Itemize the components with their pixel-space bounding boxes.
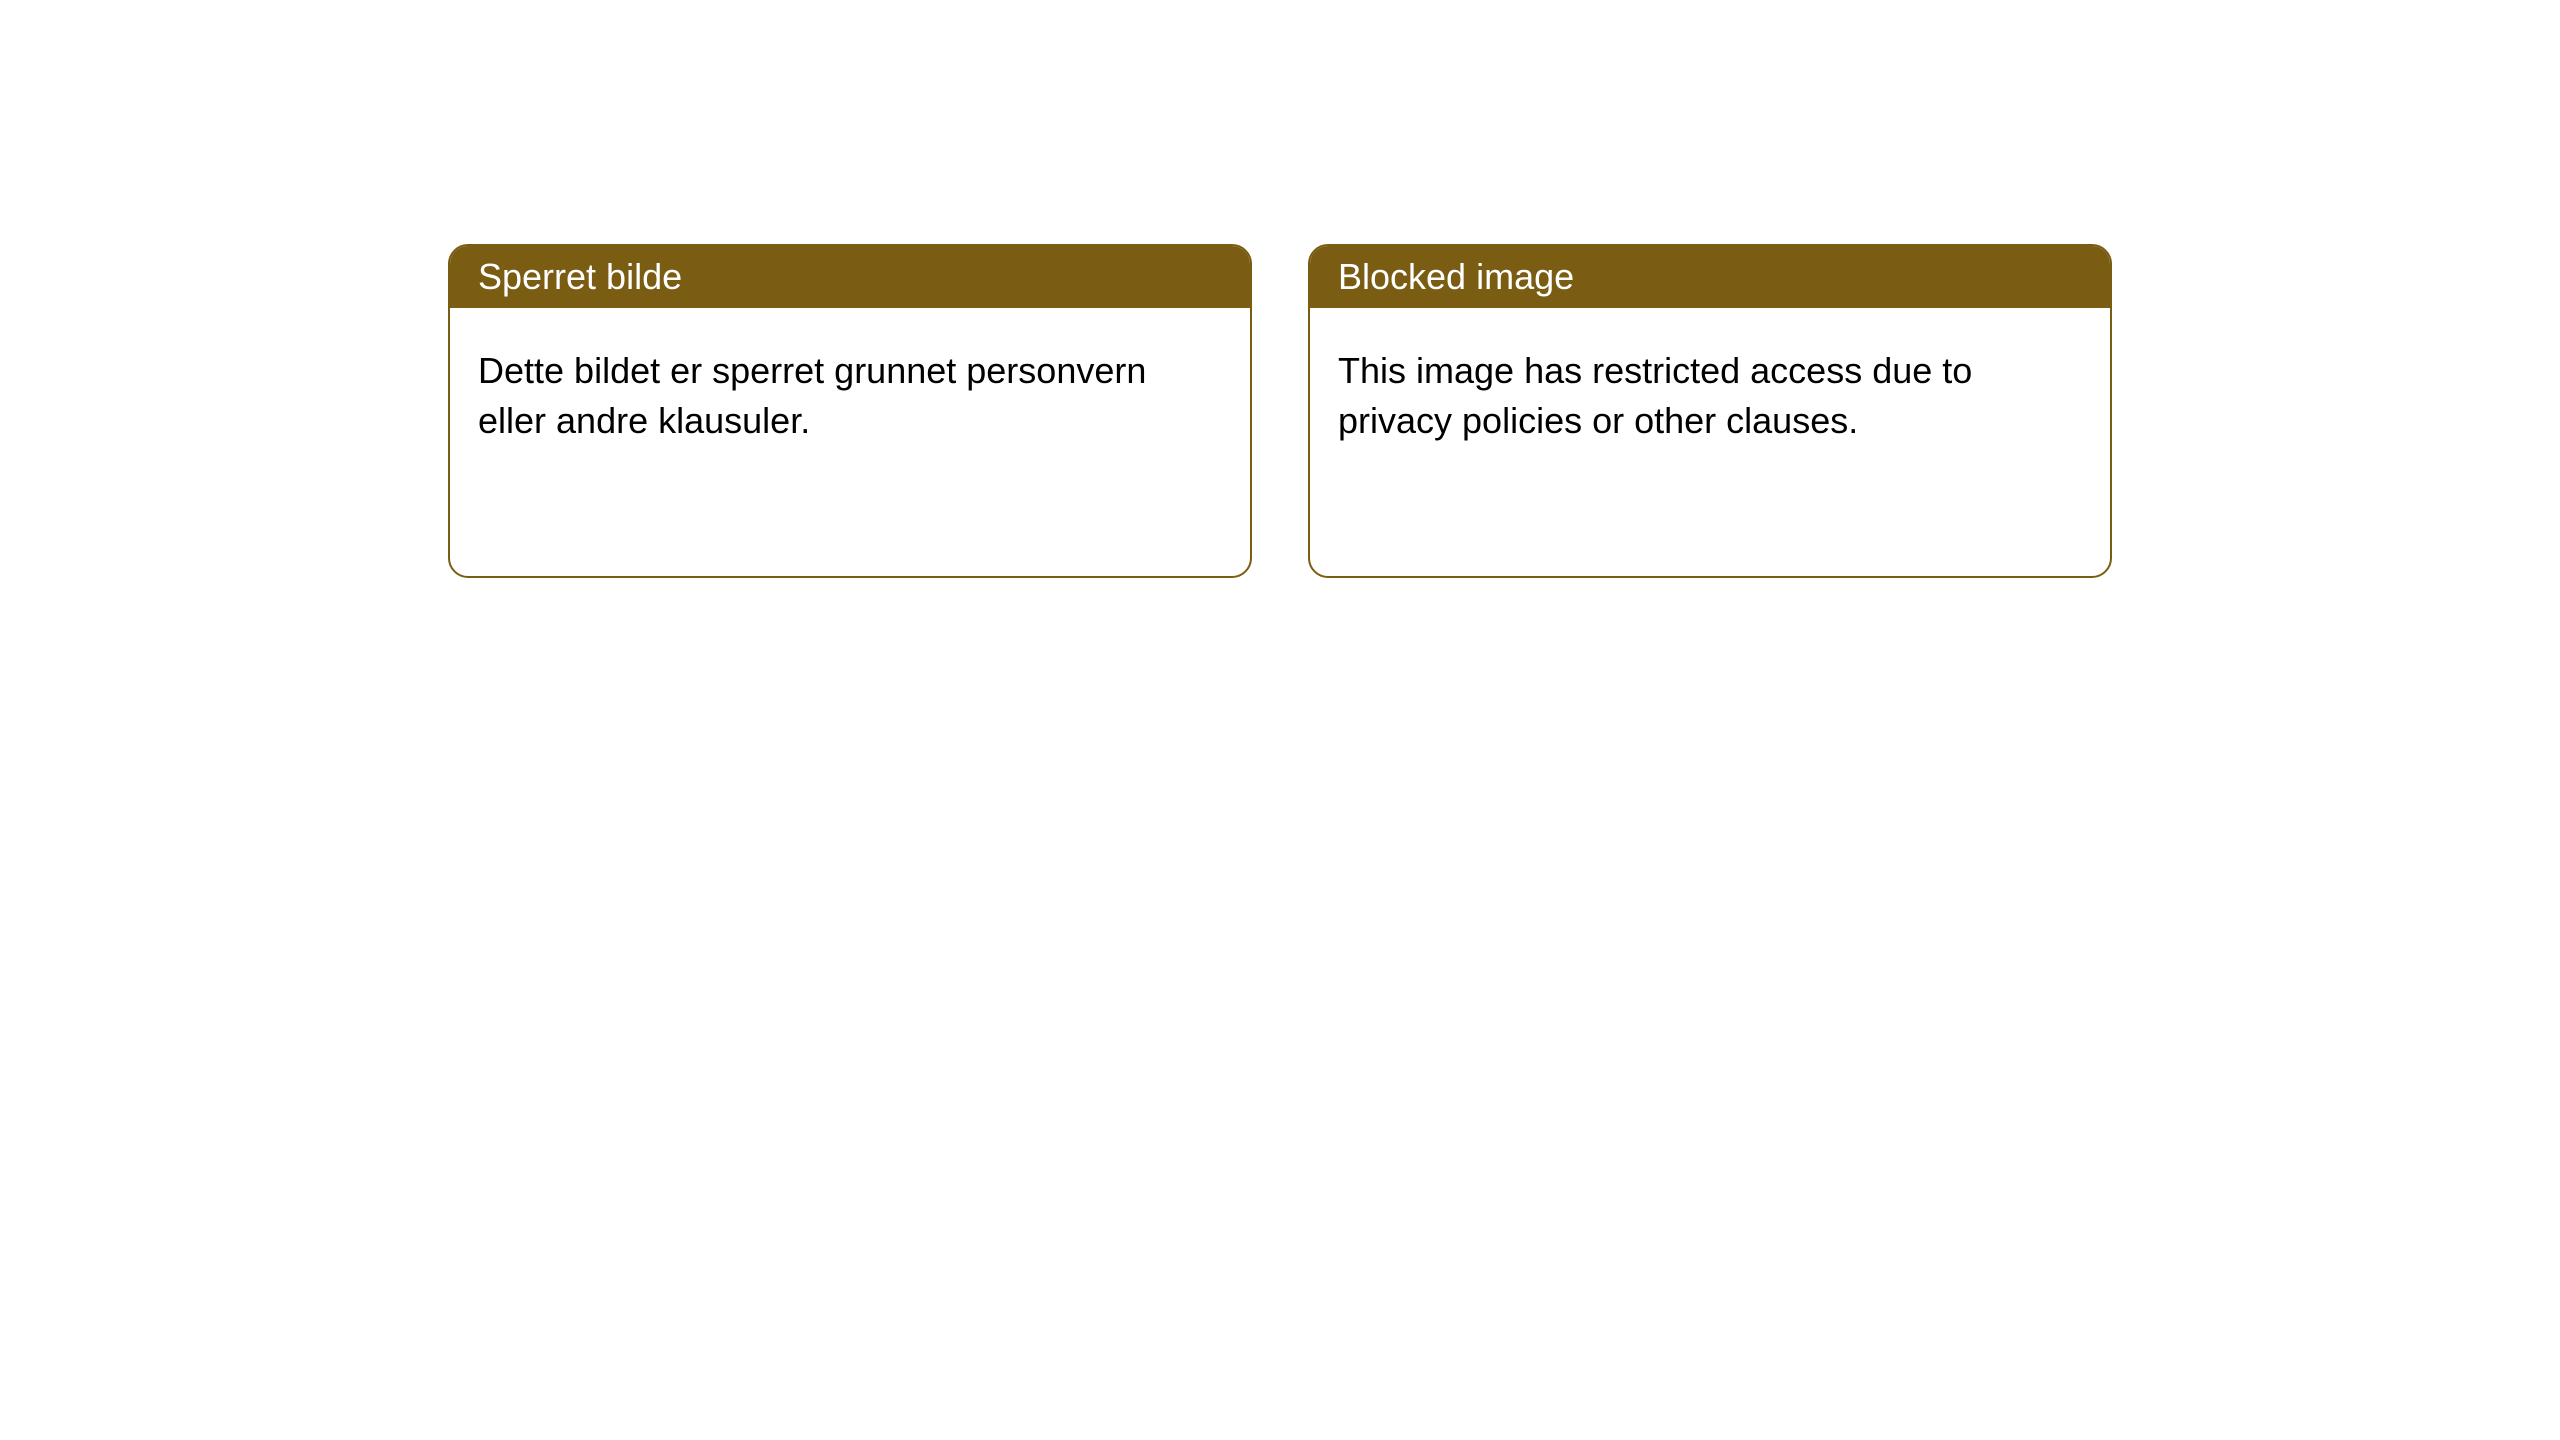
card-message: Dette bildet er sperret grunnet personve… (478, 350, 1146, 441)
card-title: Sperret bilde (478, 256, 682, 297)
card-header: Blocked image (1310, 246, 2110, 308)
card-body: Dette bildet er sperret grunnet personve… (450, 308, 1250, 485)
card-body: This image has restricted access due to … (1310, 308, 2110, 485)
card-container: Sperret bilde Dette bildet er sperret gr… (448, 244, 2112, 578)
blocked-image-card-en: Blocked image This image has restricted … (1308, 244, 2112, 578)
card-message: This image has restricted access due to … (1338, 350, 1972, 441)
card-header: Sperret bilde (450, 246, 1250, 308)
card-title: Blocked image (1338, 256, 1574, 297)
blocked-image-card-no: Sperret bilde Dette bildet er sperret gr… (448, 244, 1252, 578)
